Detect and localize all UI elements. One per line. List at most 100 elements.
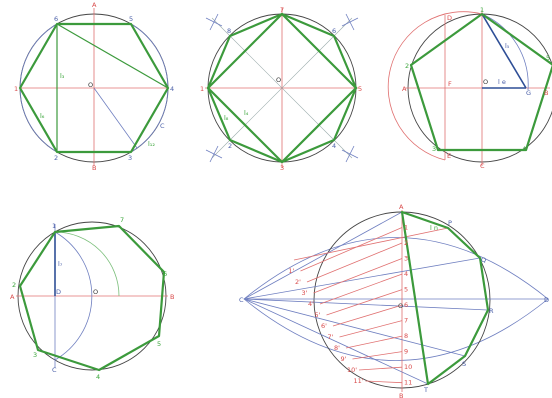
scale-number-2: 2 xyxy=(404,239,408,247)
division-line-2 xyxy=(306,242,403,283)
figure-hexagon: A 6 5 1 O 4 2 B 3 C l₆ l₃ l₁₂ xyxy=(14,1,174,172)
scale-number-4: 4 xyxy=(404,270,408,278)
arc-red-3 xyxy=(387,11,483,161)
scale-number-11: 11 xyxy=(404,379,412,387)
scale-number-5: 5 xyxy=(404,286,408,294)
label-2: 2 xyxy=(54,154,58,162)
label-le: l e xyxy=(498,78,506,86)
scale-number-8: 8 xyxy=(404,332,408,340)
label-ln: l n xyxy=(430,224,438,232)
label-p: P xyxy=(448,219,452,227)
ngon-outline xyxy=(400,210,490,386)
scale-prime-number-5: 5' xyxy=(315,311,321,319)
left-scale-numbers: 1'2'3'4'5'6'7'8'9'10' 11' xyxy=(289,267,364,385)
division-line-6 xyxy=(332,304,403,327)
label-3: 3 xyxy=(128,154,132,162)
label-d: D xyxy=(544,296,549,304)
label-1: 1 xyxy=(52,222,56,230)
label-6: 6 xyxy=(163,270,167,278)
label-l7: l₇ xyxy=(58,260,63,268)
division-line-10 xyxy=(358,366,403,371)
ray-l-p xyxy=(293,227,449,261)
label-s: S xyxy=(462,360,466,368)
diagonal-2 xyxy=(211,17,353,159)
label-o: O xyxy=(93,288,98,296)
label-r: R xyxy=(489,307,494,315)
label-q: Q xyxy=(481,256,486,264)
cross-br xyxy=(341,145,359,163)
ray-c-r xyxy=(243,298,489,311)
scale-number-3: 3 xyxy=(404,255,408,263)
label-a: A xyxy=(10,293,15,301)
label-3: 3 xyxy=(280,164,284,172)
side-l12 xyxy=(130,87,169,153)
label-8: 8 xyxy=(227,27,231,35)
scale-number-10: 10 xyxy=(404,363,412,371)
scale-prime-number-8: 8' xyxy=(334,344,340,352)
label-c: C xyxy=(160,122,165,130)
label-l5: l₅ xyxy=(505,42,510,50)
scale-prime-number-3: 3' xyxy=(302,289,308,297)
label-o: O xyxy=(483,78,488,86)
label-7: 7 xyxy=(120,216,124,224)
label-5: 5 xyxy=(129,15,133,23)
label-b: B xyxy=(92,164,96,172)
label-4: 4 xyxy=(332,142,336,150)
label-d: D xyxy=(56,288,61,296)
scale-number-9: 9 xyxy=(404,348,408,356)
label-5: 5 xyxy=(358,85,362,93)
pentagon-outline xyxy=(409,12,552,152)
label-1: 1 xyxy=(14,85,18,93)
division-line-4 xyxy=(319,273,403,305)
figure-octagon: 7 8 6 1 O 5 2 4 3 l₈ l₄ xyxy=(200,6,362,172)
inscribed-square xyxy=(206,12,358,164)
label-2: 2 xyxy=(12,281,16,289)
scale-prime-number-4: 4' xyxy=(308,300,314,308)
heptagon-outline xyxy=(18,224,166,372)
scale-prime-number-9: 9' xyxy=(341,355,347,363)
label-t: T xyxy=(423,386,428,394)
label-3: 3 xyxy=(432,145,436,153)
label-5: 5 xyxy=(157,340,161,348)
ray-c-q xyxy=(243,257,481,300)
label-a: A xyxy=(92,1,97,9)
arc-green-4 xyxy=(54,231,120,297)
label-l6: l₆ xyxy=(40,112,45,120)
label-c: C xyxy=(480,162,485,170)
label-5: 5 xyxy=(546,54,550,62)
label-6: 6 xyxy=(54,15,58,23)
label-6: 6 xyxy=(332,27,336,35)
label-1: 1 xyxy=(200,85,204,93)
scale-prime-number-2: 2' xyxy=(295,278,301,286)
label-b: B xyxy=(544,89,548,97)
division-line-11 xyxy=(365,380,403,384)
label-a: A xyxy=(399,203,404,211)
label-o: O xyxy=(276,76,281,84)
label-e: E xyxy=(447,152,451,160)
label-b: B xyxy=(170,293,174,301)
right-scale-numbers: 1 2 3 4 5 6 7 8 9 10 11 xyxy=(404,224,412,387)
label-3: 3 xyxy=(33,351,37,359)
label-4: 4 xyxy=(96,373,100,381)
radius-to-c xyxy=(93,87,138,149)
label-l12: l₁₂ xyxy=(148,140,155,148)
scale-number-6: 6 xyxy=(404,301,408,309)
ray-c-t xyxy=(243,298,429,385)
label-o: O xyxy=(88,81,93,89)
label-g: G xyxy=(526,89,531,97)
label-d: D xyxy=(447,14,452,22)
figure-pentagon: 1 D 2 5 A F O G B l₅ l e 3 E C 4 xyxy=(387,6,552,170)
label-7: 7 xyxy=(280,6,284,14)
label-c: C xyxy=(239,296,244,304)
division-line-1 xyxy=(300,227,403,272)
label-2: 2 xyxy=(228,142,232,150)
cross-bl xyxy=(205,145,223,163)
arc-blue-4 xyxy=(54,231,93,361)
figure-ngon-construction: A P l n C O D B 1 2 3 4 5 6 7 8 9 10 11 1'2'3'4'5'… xyxy=(239,203,549,398)
segment-1-g xyxy=(481,13,527,89)
scale-prime-number-7: 7' xyxy=(328,333,334,341)
scale-prime-number-1: 1' xyxy=(289,267,295,275)
scale-number-7: 7 xyxy=(404,317,408,325)
